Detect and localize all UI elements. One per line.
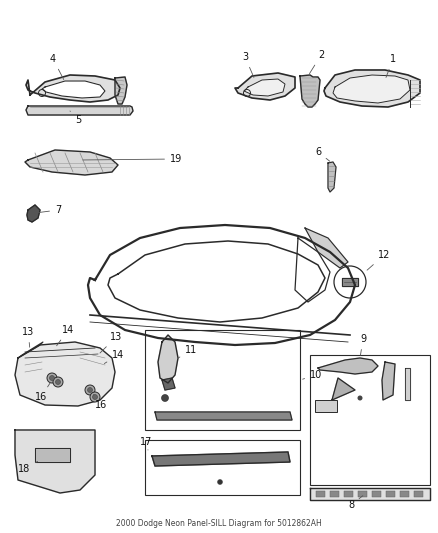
Polygon shape xyxy=(235,73,295,100)
Polygon shape xyxy=(27,205,40,222)
Text: 4: 4 xyxy=(50,54,64,79)
Text: 11: 11 xyxy=(177,345,197,359)
Circle shape xyxy=(92,394,98,400)
Circle shape xyxy=(218,480,223,484)
Polygon shape xyxy=(300,75,320,107)
Polygon shape xyxy=(15,342,115,406)
Polygon shape xyxy=(244,79,285,96)
Bar xyxy=(372,491,381,497)
Text: 8: 8 xyxy=(348,496,363,510)
Bar xyxy=(386,491,395,497)
Polygon shape xyxy=(115,77,127,104)
Polygon shape xyxy=(162,378,175,390)
Polygon shape xyxy=(328,162,336,192)
Polygon shape xyxy=(15,430,95,493)
Polygon shape xyxy=(333,75,410,103)
Text: 13: 13 xyxy=(22,327,34,347)
Text: 13: 13 xyxy=(100,332,122,353)
Text: 14: 14 xyxy=(104,350,124,364)
Polygon shape xyxy=(158,335,178,383)
Polygon shape xyxy=(155,412,292,420)
Bar xyxy=(414,491,423,497)
Polygon shape xyxy=(25,150,118,175)
Circle shape xyxy=(88,387,92,392)
Bar xyxy=(344,491,353,497)
Polygon shape xyxy=(332,378,355,400)
Circle shape xyxy=(47,373,57,383)
Polygon shape xyxy=(26,75,120,102)
Polygon shape xyxy=(35,448,70,462)
Bar xyxy=(400,491,409,497)
Bar xyxy=(358,491,367,497)
Text: 2000 Dodge Neon Panel-SILL Diagram for 5012862AH: 2000 Dodge Neon Panel-SILL Diagram for 5… xyxy=(116,519,322,528)
Circle shape xyxy=(53,377,63,387)
Polygon shape xyxy=(382,362,395,400)
Bar xyxy=(330,491,339,497)
Polygon shape xyxy=(324,70,420,107)
Bar xyxy=(315,400,337,412)
Polygon shape xyxy=(310,488,430,500)
Circle shape xyxy=(90,392,100,402)
Text: 14: 14 xyxy=(57,325,74,346)
Circle shape xyxy=(162,394,169,401)
Text: 2: 2 xyxy=(310,50,324,74)
Text: 19: 19 xyxy=(83,154,182,164)
Polygon shape xyxy=(342,278,358,286)
Text: 17: 17 xyxy=(140,437,152,450)
Circle shape xyxy=(49,376,54,381)
Text: 7: 7 xyxy=(38,205,61,215)
Polygon shape xyxy=(305,228,348,268)
Text: 12: 12 xyxy=(367,250,390,270)
Polygon shape xyxy=(42,81,105,98)
Polygon shape xyxy=(26,106,133,115)
Polygon shape xyxy=(318,358,378,374)
Text: 1: 1 xyxy=(386,54,396,77)
Bar xyxy=(316,491,325,497)
Text: 10: 10 xyxy=(303,370,322,380)
Text: 5: 5 xyxy=(70,111,81,125)
Text: 16: 16 xyxy=(35,382,50,402)
Circle shape xyxy=(357,395,363,400)
Text: 9: 9 xyxy=(360,334,366,356)
Circle shape xyxy=(85,385,95,395)
Polygon shape xyxy=(18,342,43,358)
Text: 6: 6 xyxy=(315,147,330,161)
Polygon shape xyxy=(152,452,290,466)
Circle shape xyxy=(56,379,60,384)
Polygon shape xyxy=(405,368,410,400)
Text: 3: 3 xyxy=(242,52,254,77)
Text: 18: 18 xyxy=(18,462,38,474)
Text: 16: 16 xyxy=(94,394,107,410)
